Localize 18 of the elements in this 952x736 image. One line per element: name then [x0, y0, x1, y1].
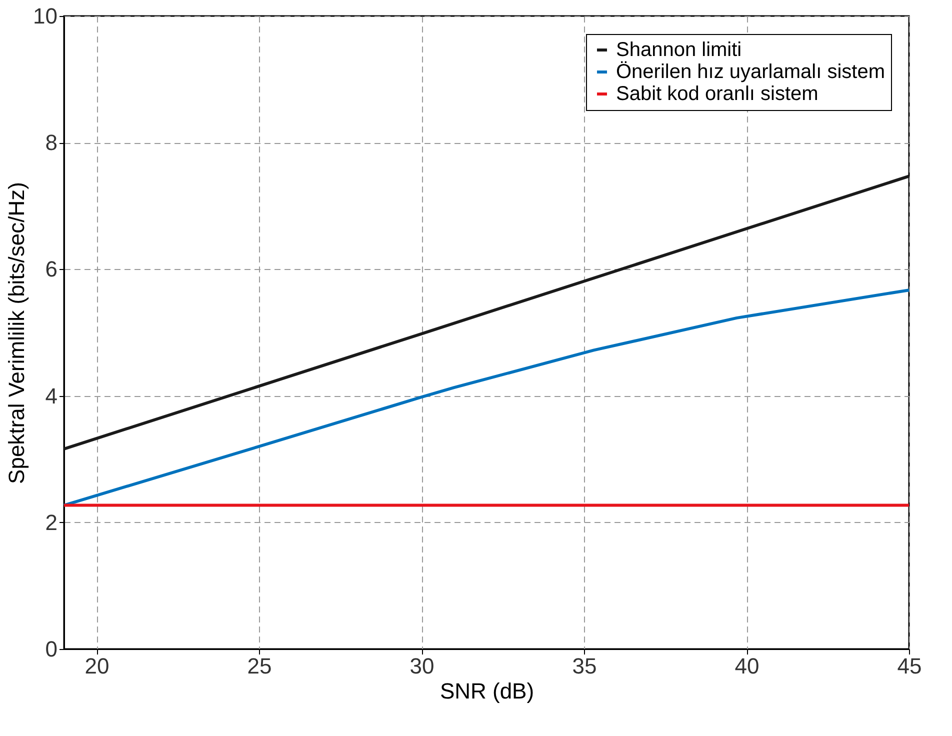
- x-tick-label: 20: [84, 654, 110, 678]
- legend-label: Önerilen hız uyarlamalı sistem: [616, 61, 885, 83]
- x-tick-label: 30: [410, 654, 434, 678]
- x-tick-label: 40: [734, 654, 760, 678]
- y-tick-label: 8: [45, 130, 58, 156]
- legend-label: Shannon limiti: [616, 39, 742, 61]
- y-tick-label: 4: [45, 383, 58, 408]
- y-tick-label: 0: [45, 636, 58, 662]
- y-axis-title: Spektral Verimlilik (bits/sec/Hz): [4, 182, 30, 484]
- x-tick-label: 25: [247, 654, 272, 678]
- y-tick-label: 10: [33, 4, 58, 28]
- y-tick-label: 6: [45, 256, 58, 282]
- x-axis-title: SNR (dB): [440, 678, 534, 704]
- x-tick-label: 35: [572, 654, 597, 678]
- line-series: [62, 288, 910, 507]
- legend-label: Sabit kod oranlı sistem: [616, 83, 818, 105]
- y-tick-label: 2: [45, 510, 58, 535]
- x-tick-label: 45: [897, 654, 922, 678]
